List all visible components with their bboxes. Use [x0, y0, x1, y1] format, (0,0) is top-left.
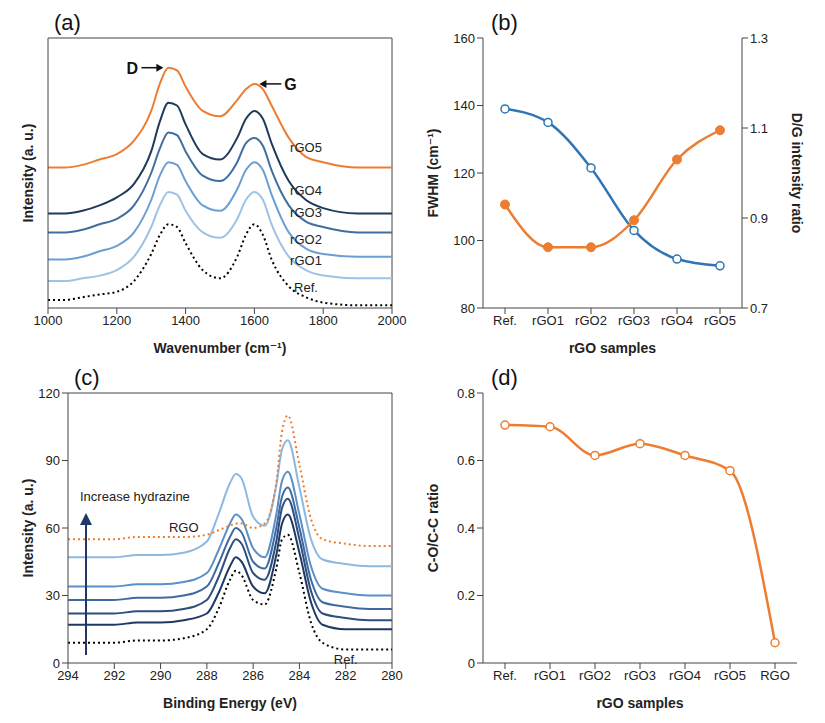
- svg-text:0: 0: [53, 656, 60, 671]
- svg-text:0.9: 0.9: [750, 211, 768, 226]
- svg-text:0.4: 0.4: [457, 521, 475, 536]
- svg-text:Binding Energy (eV): Binding Energy (eV): [163, 695, 297, 711]
- svg-text:290: 290: [150, 668, 172, 683]
- svg-text:Ref.: Ref.: [493, 313, 517, 328]
- svg-text:1800: 1800: [309, 313, 338, 328]
- svg-text:rGO4: rGO4: [661, 313, 693, 328]
- svg-text:1.1: 1.1: [750, 121, 768, 136]
- html-text:(c): (c): [74, 365, 100, 390]
- svg-text:282: 282: [335, 668, 357, 683]
- html-text:(b): (b): [491, 10, 518, 35]
- svg-text:160: 160: [453, 31, 475, 46]
- svg-text:284: 284: [289, 668, 311, 683]
- svg-text:0.7: 0.7: [750, 301, 768, 316]
- svg-text:2000: 2000: [378, 313, 407, 328]
- svg-text:RGO: RGO: [169, 520, 199, 535]
- svg-text:rGO3: rGO3: [290, 205, 322, 220]
- svg-text:286: 286: [242, 668, 264, 683]
- svg-text:Intensity (a. u.): Intensity (a. u.): [20, 124, 36, 223]
- svg-text:60: 60: [46, 521, 60, 536]
- svg-text:Wavenumber (cm⁻¹): Wavenumber (cm⁻¹): [154, 340, 287, 356]
- svg-text:140: 140: [453, 98, 475, 113]
- svg-text:Intensity (a. u.): Intensity (a. u.): [20, 479, 36, 578]
- svg-text:FWHM (cm⁻¹): FWHM (cm⁻¹): [425, 128, 441, 217]
- svg-text:rGO2: rGO2: [579, 668, 611, 683]
- svg-text:D: D: [127, 60, 139, 77]
- svg-text:120: 120: [38, 386, 60, 401]
- svg-text:30: 30: [46, 588, 60, 603]
- svg-text:Increase hydrazine: Increase hydrazine: [80, 489, 190, 504]
- svg-text:1000: 1000: [34, 313, 63, 328]
- svg-text:rGO5: rGO5: [704, 313, 736, 328]
- html-text:(d): (d): [491, 365, 518, 390]
- svg-text:D/G intensity ratio: D/G intensity ratio: [789, 113, 805, 234]
- svg-text:90: 90: [46, 453, 60, 468]
- svg-text:rGO1: rGO1: [534, 668, 566, 683]
- svg-text:rGO2: rGO2: [575, 313, 607, 328]
- svg-text:1400: 1400: [171, 313, 200, 328]
- html-text:(a): (a): [54, 10, 81, 35]
- svg-text:rGO5: rGO5: [714, 668, 746, 683]
- svg-text:0: 0: [468, 656, 475, 671]
- svg-text:rGO samples: rGO samples: [569, 340, 656, 356]
- svg-text:rGO5: rGO5: [290, 140, 322, 155]
- svg-text:Ref.: Ref.: [294, 280, 318, 295]
- svg-text:rGO2: rGO2: [290, 232, 322, 247]
- svg-text:rGO1: rGO1: [290, 253, 322, 268]
- svg-text:294: 294: [57, 668, 79, 683]
- svg-text:rGO4: rGO4: [669, 668, 701, 683]
- svg-text:C-O/C-C ratio: C-O/C-C ratio: [425, 484, 441, 573]
- svg-text:rGO samples: rGO samples: [596, 695, 683, 711]
- svg-text:rGO3: rGO3: [624, 668, 656, 683]
- svg-text:1.3: 1.3: [750, 31, 768, 46]
- svg-text:288: 288: [196, 668, 218, 683]
- svg-text:RGO: RGO: [760, 668, 790, 683]
- svg-text:rGO3: rGO3: [618, 313, 650, 328]
- svg-text:120: 120: [453, 166, 475, 181]
- svg-text:1600: 1600: [240, 313, 269, 328]
- svg-text:rGO1: rGO1: [532, 313, 564, 328]
- svg-text:100: 100: [453, 233, 475, 248]
- svg-text:rGO4: rGO4: [290, 183, 322, 198]
- svg-text:292: 292: [103, 668, 125, 683]
- svg-text:280: 280: [381, 668, 403, 683]
- svg-text:0.8: 0.8: [457, 386, 475, 401]
- svg-text:1200: 1200: [102, 313, 131, 328]
- svg-text:Ref.: Ref.: [493, 668, 517, 683]
- svg-text:0.6: 0.6: [457, 453, 475, 468]
- svg-text:G: G: [284, 76, 296, 93]
- svg-text:0.2: 0.2: [457, 588, 475, 603]
- svg-text:Ref.: Ref.: [334, 652, 358, 667]
- svg-text:80: 80: [461, 301, 475, 316]
